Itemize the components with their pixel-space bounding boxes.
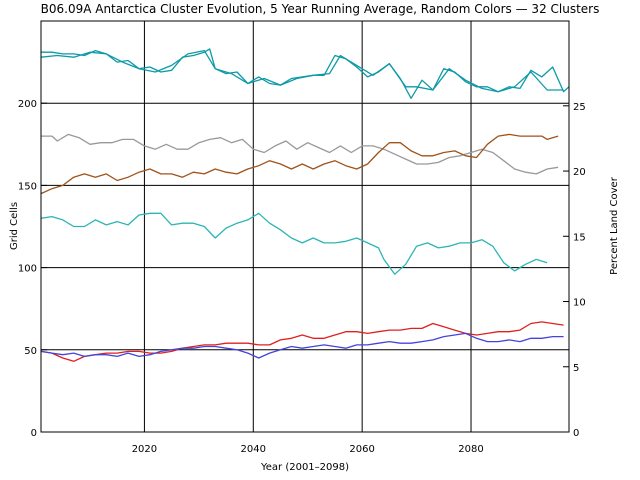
series-line-4: [41, 133, 559, 195]
x-tick-label: 2040: [241, 444, 266, 455]
x-tick-label: 2020: [132, 444, 157, 455]
series-line-7: [41, 332, 564, 359]
y2-tick-label: 10: [573, 298, 586, 309]
y2-tick-label: 15: [573, 232, 586, 243]
y-tick-label: 0: [31, 428, 37, 439]
y-tick-label: 150: [18, 181, 37, 192]
y-axis-ticks: 0 50 100 150 200: [18, 99, 47, 439]
grid-lines: [41, 21, 569, 432]
y-axis-label: Grid Cells: [9, 202, 20, 250]
plot-frame: [40, 20, 570, 433]
y-tick-label: 100: [18, 264, 37, 275]
y-tick-label: 200: [18, 99, 37, 110]
y2-tick-label: 25: [573, 102, 586, 113]
x-tick-label: 2060: [349, 444, 374, 455]
y2-axis-label: Percent Land Cover: [609, 176, 620, 275]
y2-axis-ticks: 0 5 10 15 20 25: [563, 102, 586, 439]
x-axis-ticks: 2020 2040 2060 2080: [132, 444, 484, 455]
series-line-2: [41, 49, 564, 93]
x-axis-label: Year (2001–2098): [260, 462, 349, 473]
series-line-3: [41, 133, 559, 175]
series-line-5: [41, 212, 548, 275]
y2-tick-label: 0: [573, 428, 579, 439]
y-tick-label: 50: [24, 346, 37, 357]
y2-tick-label: 20: [573, 167, 586, 178]
series-lines: [41, 48, 569, 362]
y2-tick-label: 5: [573, 363, 579, 374]
chart-title: B06.09A Antarctica Cluster Evolution, 5 …: [41, 2, 600, 16]
x-tick-label: 2080: [458, 444, 483, 455]
series-line-6: [41, 321, 564, 362]
